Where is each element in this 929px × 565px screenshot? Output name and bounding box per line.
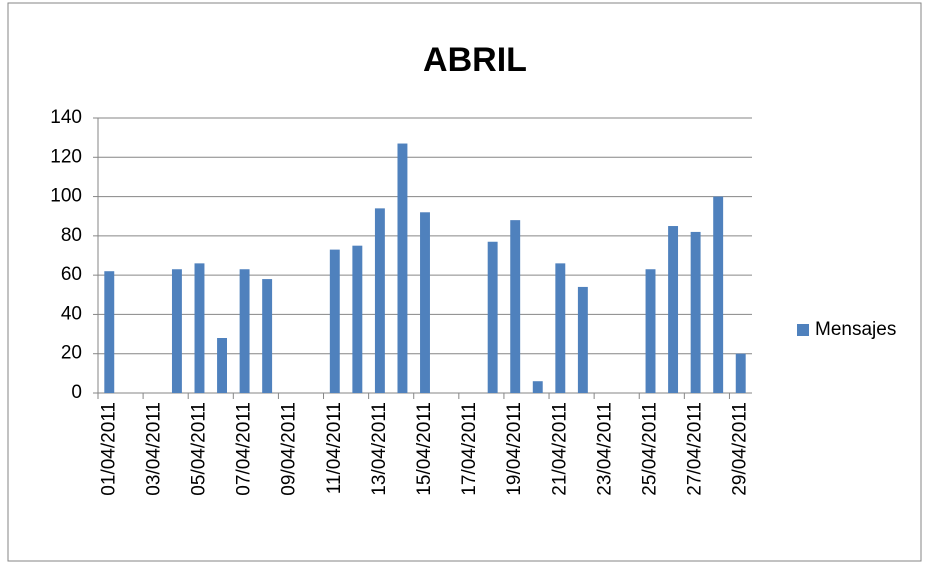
bar (645, 269, 656, 393)
x-tick-label: 05/04/2011 (188, 402, 209, 496)
x-tick-label: 19/04/2011 (504, 402, 525, 496)
x-tick-label: 01/04/2011 (98, 402, 119, 496)
bar (104, 271, 115, 393)
bar (510, 220, 521, 393)
bar (374, 208, 385, 393)
bar (735, 353, 746, 393)
x-tick-label: 13/04/2011 (369, 402, 390, 496)
y-tick-label: 140 (50, 107, 82, 128)
x-tick-label: 07/04/2011 (234, 402, 255, 496)
y-tick-label: 60 (61, 264, 82, 285)
x-tick-label: 23/04/2011 (594, 402, 615, 496)
bar (329, 249, 340, 393)
x-tick-label: 09/04/2011 (279, 402, 300, 496)
bar (690, 231, 701, 393)
bar (194, 263, 205, 393)
y-tick-label: 100 (50, 186, 82, 207)
x-tick-label: 15/04/2011 (414, 402, 435, 496)
bar (668, 226, 679, 393)
bar (487, 241, 498, 393)
bar (420, 212, 430, 393)
bar (555, 263, 566, 393)
x-tick-label: 25/04/2011 (640, 402, 661, 496)
bar (171, 269, 182, 393)
chart-frame (7, 2, 922, 562)
bar (262, 279, 273, 393)
legend-label: Mensajes (815, 319, 896, 340)
bar (713, 196, 724, 393)
legend-swatch (797, 324, 809, 336)
y-tick-label: 0 (71, 382, 82, 403)
x-tick-label: 27/04/2011 (685, 402, 706, 496)
y-tick-label: 80 (61, 225, 82, 246)
y-tick-label: 20 (61, 343, 82, 364)
x-tick-label: 29/04/2011 (730, 402, 751, 496)
chart-title: ABRIL (423, 41, 527, 79)
x-tick-label: 21/04/2011 (549, 402, 570, 496)
bar (239, 269, 250, 393)
x-tick-label: 11/04/2011 (324, 402, 345, 494)
bar (352, 245, 363, 393)
bar (532, 381, 543, 393)
x-tick-label: 17/04/2011 (459, 402, 480, 496)
y-tick-label: 40 (61, 303, 82, 324)
bar (217, 338, 227, 393)
y-tick-label: 120 (50, 146, 82, 167)
bar (577, 286, 588, 393)
x-tick-label: 03/04/2011 (143, 402, 164, 496)
bar (397, 143, 408, 393)
